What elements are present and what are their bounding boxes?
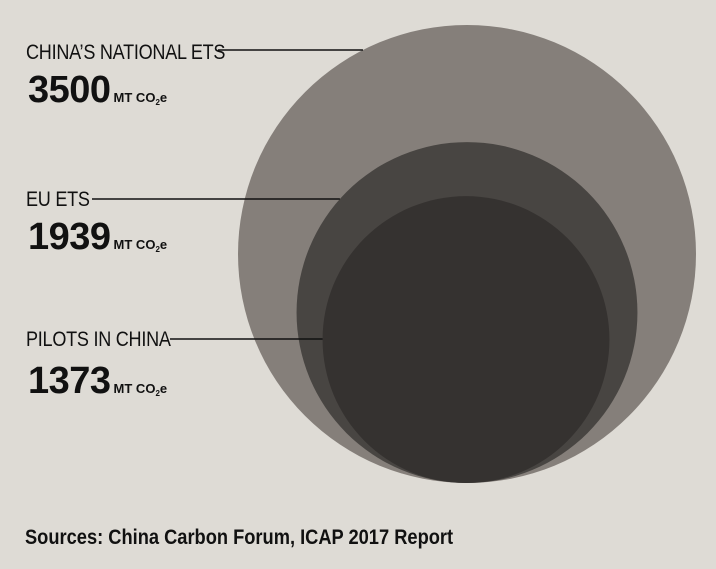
unit-subscript: 2	[155, 245, 160, 254]
unit-subscript: 2	[155, 98, 160, 107]
value-row-eu-ets: 1939 MT CO2e	[28, 217, 167, 257]
unit-china-national-ets: MT CO2e	[113, 90, 168, 107]
unit-suffix: e	[159, 237, 168, 252]
value-eu-ets: 1939	[28, 216, 111, 258]
value-pilots-in-china: 1373	[28, 360, 111, 402]
label-eu-ets: EU ETS	[26, 188, 90, 211]
value-row-pilots-in-china: 1373 MT CO2e	[28, 361, 167, 401]
unit-prefix: MT CO	[113, 237, 156, 252]
source-note: Sources: China Carbon Forum, ICAP 2017 R…	[25, 526, 454, 549]
unit-prefix: MT CO	[113, 381, 156, 396]
value-row-china-national-ets: 3500 MT CO2e	[28, 70, 167, 110]
unit-suffix: e	[159, 90, 168, 105]
unit-prefix: MT CO	[113, 90, 156, 105]
value-china-national-ets: 3500	[28, 69, 111, 111]
unit-suffix: e	[159, 381, 168, 396]
unit-pilots-in-china: MT CO2e	[113, 381, 168, 398]
label-pilots-in-china: PILOTS IN CHINA	[26, 328, 171, 351]
unit-subscript: 2	[155, 389, 160, 398]
unit-eu-ets: MT CO2e	[113, 237, 168, 254]
label-china-national-ets: CHINA’S NATIONAL ETS	[26, 41, 226, 64]
bubble-pilots-in-china	[322, 196, 610, 483]
